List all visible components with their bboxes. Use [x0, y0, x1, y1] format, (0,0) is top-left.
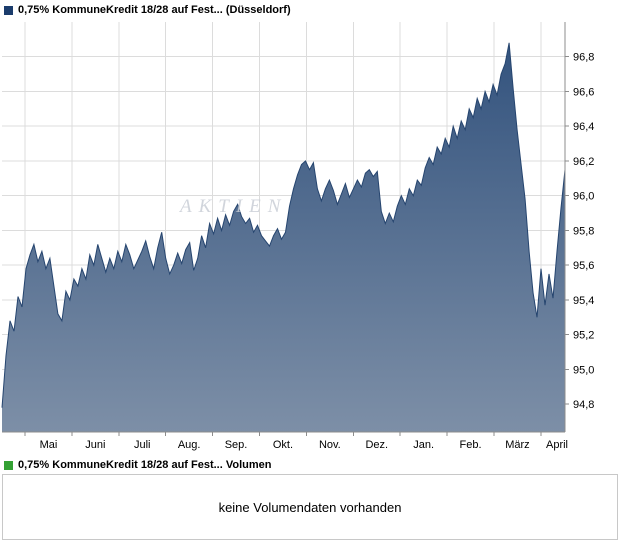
x-tick-label: März	[505, 439, 529, 451]
x-tick-label: Feb.	[460, 439, 482, 451]
price-series-swatch-icon	[4, 5, 13, 15]
y-tick-label: 95,2	[573, 330, 594, 342]
x-tick-label: Aug.	[178, 439, 201, 451]
y-tick-label: 95,0	[573, 364, 594, 376]
x-tick-label: Sep.	[225, 439, 248, 451]
y-tick-label: 96,0	[573, 191, 594, 203]
price-line	[1, 42, 566, 408]
price-panel-title: 0,75% KommuneKredit 18/28 auf Fest... (D…	[18, 4, 291, 16]
x-tick-label: Mai	[40, 439, 58, 451]
x-tick-label: Jan.	[413, 439, 434, 451]
chart-watermark: AKTIEN	[178, 196, 287, 217]
y-tick-label: 96,4	[573, 121, 594, 133]
y-tick-label: 95,6	[573, 260, 594, 272]
x-tick-label: Juli	[134, 439, 151, 451]
price-chart[interactable]: 96,8 96,6 96,4 96,2 96,0 95,8 95,6 95,4 95,2 95,0…	[0, 20, 620, 456]
y-tick-label: 96,2	[573, 156, 594, 168]
volume-panel-title: 0,75% KommuneKredit 18/28 auf Fest... Vo…	[18, 459, 272, 471]
y-tick-label: 96,8	[573, 52, 594, 64]
volume-panel-box: keine Volumendaten vorhanden	[2, 474, 618, 540]
x-tick-label: April	[546, 439, 568, 451]
x-tick-label: Nov.	[319, 439, 341, 451]
y-tick-label: 95,8	[573, 225, 594, 237]
volume-series-swatch-icon	[4, 460, 13, 470]
x-tick-label: Dez.	[365, 439, 388, 451]
no-volume-data-message: keine Volumendaten vorhanden	[218, 499, 402, 515]
price-area	[2, 42, 565, 433]
y-tick-label: 94,8	[573, 399, 594, 411]
x-tick-label: Juni	[85, 439, 105, 451]
y-tick-label: 95,4	[573, 295, 594, 307]
y-tick-label: 96,6	[573, 86, 594, 98]
volume-panel-header: 0,75% KommuneKredit 18/28 auf Fest... Vo…	[4, 459, 271, 471]
x-tick-label: Okt.	[273, 439, 293, 451]
price-panel-header: 0,75% KommuneKredit 18/28 auf Fest... (D…	[4, 4, 291, 16]
